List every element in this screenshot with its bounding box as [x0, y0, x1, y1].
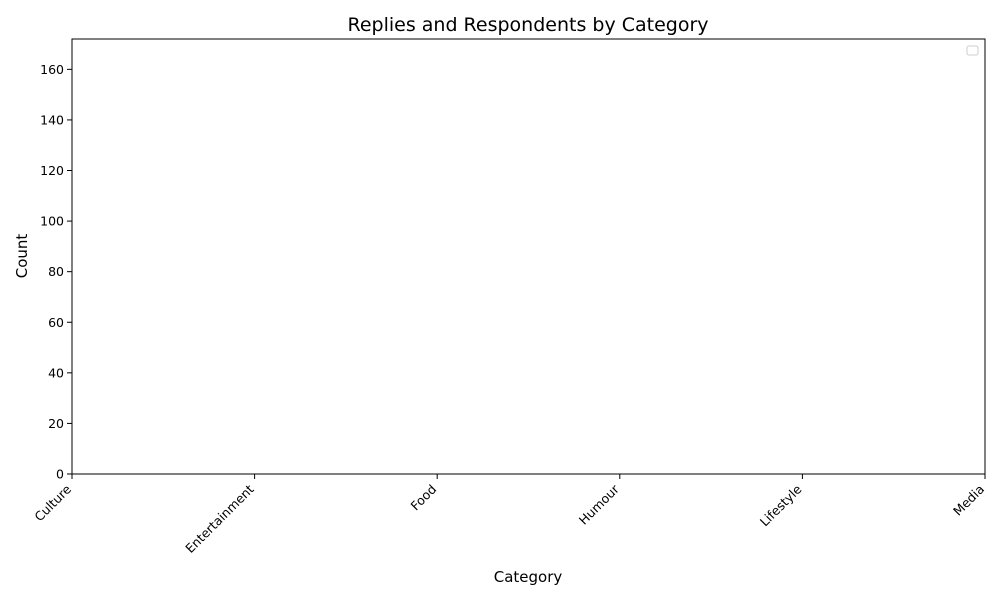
- y-tick-label: 160: [40, 62, 64, 77]
- x-axis-label: Category: [494, 568, 563, 586]
- legend-box: [966, 45, 979, 56]
- y-tick-label: 120: [40, 163, 64, 178]
- y-axis-ticks: 0 20 40 60 80 100 120 140 160: [40, 62, 72, 482]
- plot-area: [71, 38, 986, 475]
- x-tick-label: Food: [408, 482, 440, 514]
- y-tick-label: 0: [56, 467, 64, 482]
- x-tick-label: Entertainment: [182, 481, 256, 555]
- y-axis-label: Count: [13, 234, 31, 279]
- chart-title: Replies and Respondents by Category: [347, 14, 708, 36]
- x-tick-label: Lifestyle: [757, 481, 805, 529]
- x-axis-ticks: Culture Entertainment Food Humour Lifestyle M…: [31, 474, 987, 556]
- y-tick-label: 100: [40, 214, 64, 229]
- x-tick-label: Media: [950, 482, 987, 519]
- y-tick-label: 40: [48, 365, 64, 380]
- x-tick-label: Culture: [31, 481, 74, 524]
- x-tick-label: Humour: [576, 481, 623, 528]
- y-tick-label: 140: [40, 112, 64, 127]
- y-tick-label: 80: [48, 264, 64, 279]
- y-tick-label: 60: [48, 315, 64, 330]
- y-tick-label: 20: [48, 416, 64, 431]
